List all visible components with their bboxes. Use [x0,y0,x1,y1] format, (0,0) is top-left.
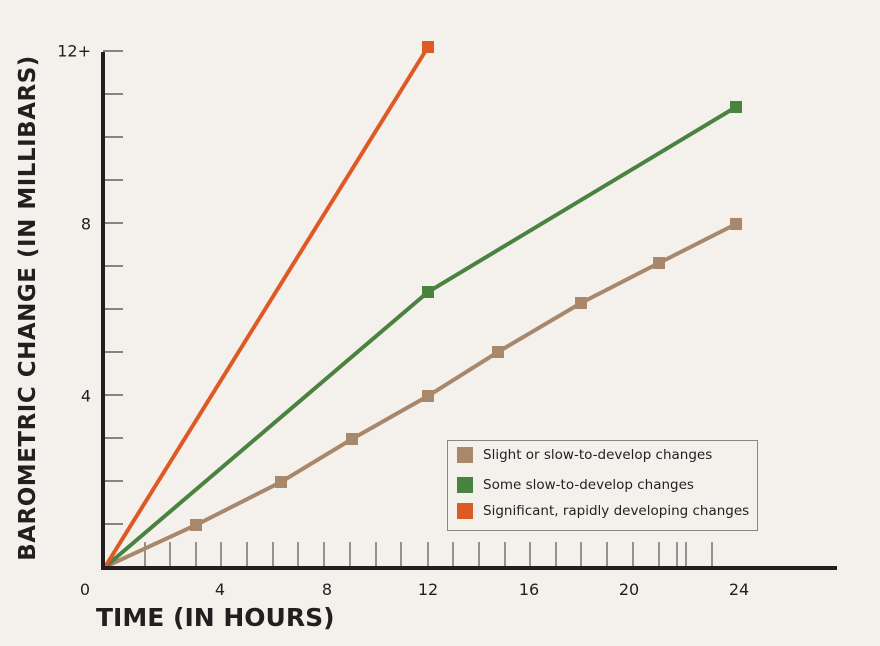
data-point-marker [422,41,434,53]
data-point-marker [653,257,665,269]
data-point-marker [190,519,202,531]
legend-label-significant: Significant, rapidly developing changes [483,503,750,519]
data-point-marker [346,433,358,445]
x-axis-ticks [144,542,713,567]
y-axis-ticks [103,50,123,525]
legend-label-some: Some slow-to-develop changes [483,477,694,493]
data-point-marker [422,390,434,402]
x-tick-label: 20 [618,580,640,599]
data-point-marker [730,101,742,113]
data-point-marker [422,286,434,298]
y-tick-label: 8 [80,214,91,234]
x-tick-label: 12 [417,580,439,599]
legend-item-slight: Slight or slow-to-develop changes [457,447,712,463]
x-tick-label: 0 [79,580,91,599]
x-tick-label: 16 [518,580,540,599]
data-point-marker [492,346,504,358]
y-axis-title: BAROMETRIC CHANGE (IN MILLIBARS) [15,55,41,561]
legend-swatch-slight [457,447,473,463]
legend-swatch-some [457,477,473,493]
x-tick-label: 4 [214,580,226,599]
y-tick-label: 4 [80,386,91,406]
series-lines [103,41,742,569]
data-point-marker [575,297,587,309]
y-tick-label: 12+ [57,41,91,61]
data-point-marker [275,476,287,488]
x-tick-label: 8 [321,580,333,599]
data-point-marker [730,218,742,230]
series-line-2 [103,45,430,569]
legend-item-some: Some slow-to-develop changes [457,477,694,493]
legend-item-significant: Significant, rapidly developing changes [457,503,749,519]
x-tick-label: 24 [728,580,750,599]
x-axis-title: TIME (IN HOURS) [96,603,335,632]
legend: Slight or slow-to-develop changes Some s… [447,440,758,531]
legend-label-slight: Slight or slow-to-develop changes [483,447,713,463]
legend-swatch-significant [457,503,473,519]
